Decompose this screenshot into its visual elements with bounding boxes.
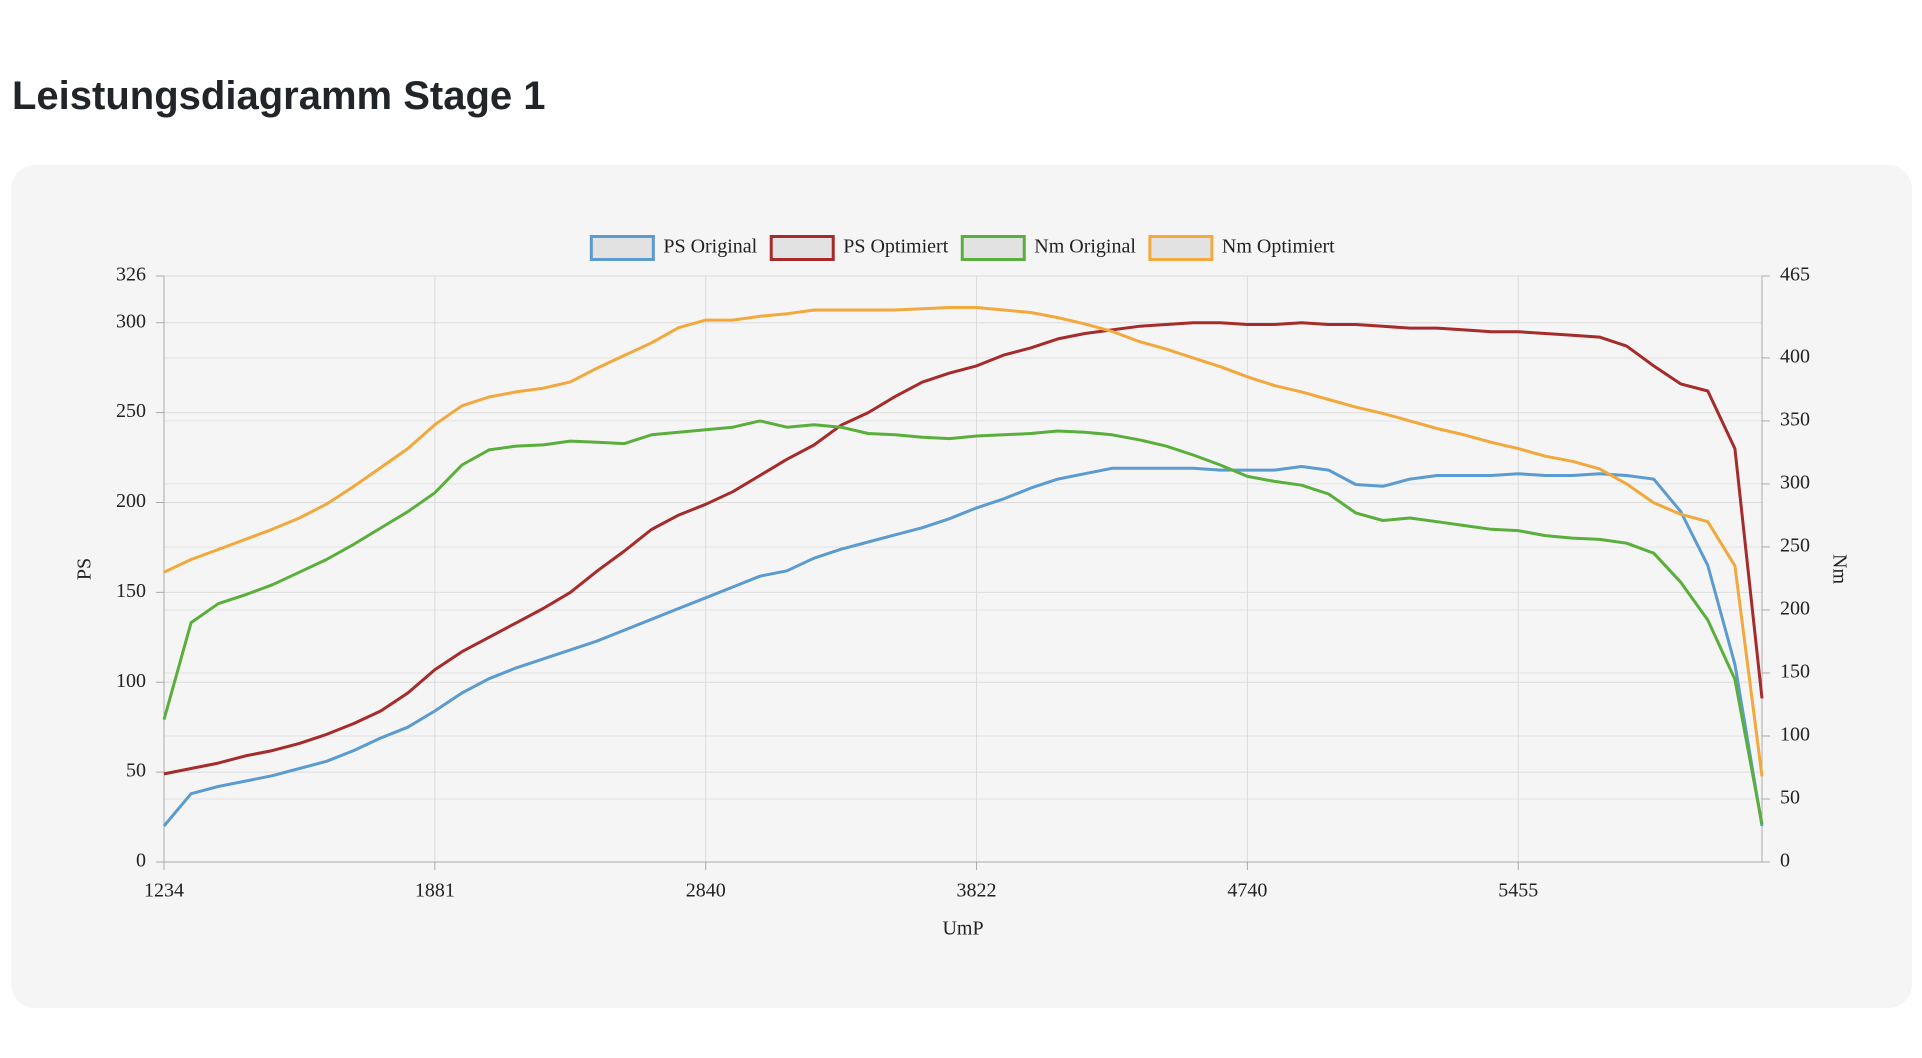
y2-tick-label: 150 (1780, 661, 1810, 683)
y2-axis-label: Nm (1828, 554, 1850, 584)
y2-tick-label: 200 (1780, 598, 1810, 620)
y-tick-label: 0 (136, 850, 146, 872)
x-tick-label: 4740 (1227, 880, 1267, 902)
y2-tick-label: 350 (1780, 409, 1810, 431)
y-tick-label: 300 (116, 310, 146, 332)
legend-label: PS Original (663, 236, 757, 258)
page-title: Leistungsdiagramm Stage 1 (12, 74, 546, 118)
y2-tick-label: 250 (1780, 535, 1810, 557)
series-line (163, 306, 1764, 777)
x-tick-label: 3822 (957, 880, 997, 902)
legend-swatch (769, 235, 835, 261)
y2-tick-label: 400 (1780, 346, 1810, 368)
x-axis-label: UmP (942, 918, 983, 940)
y-tick-label: 200 (116, 490, 146, 512)
y2-tick-label: 50 (1780, 787, 1800, 809)
legend-swatch (960, 235, 1026, 261)
y2-tick-label: 465 (1780, 264, 1810, 286)
legend-label: Nm Original (1034, 236, 1136, 258)
legend-swatch (1148, 235, 1214, 261)
y-axis-label: PS (74, 558, 96, 580)
series-line (162, 465, 1764, 827)
series-line (162, 419, 1764, 825)
x-tick-label: 1234 (144, 880, 184, 902)
legend-label: PS Optimiert (843, 236, 948, 258)
series-line (163, 321, 1764, 776)
y-tick-label: 250 (116, 400, 146, 422)
legend-label: Nm Optimiert (1222, 236, 1335, 258)
x-tick-label: 1881 (415, 880, 455, 902)
y2-tick-label: 100 (1780, 724, 1810, 746)
y-tick-label: 100 (116, 670, 146, 692)
x-tick-label: 5455 (1498, 880, 1538, 902)
y-tick-label: 150 (116, 580, 146, 602)
y-tick-label: 326 (116, 264, 146, 286)
y2-tick-label: 300 (1780, 472, 1810, 494)
y2-tick-label: 0 (1780, 850, 1790, 872)
y-tick-label: 50 (126, 760, 146, 782)
x-tick-label: 2840 (686, 880, 726, 902)
legend-swatch (589, 235, 655, 261)
chart-panel (11, 165, 1912, 1008)
